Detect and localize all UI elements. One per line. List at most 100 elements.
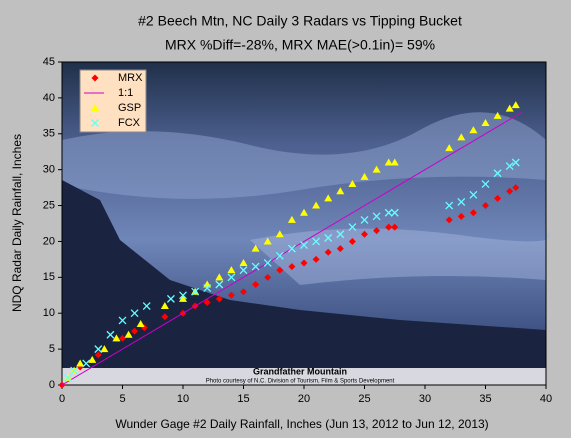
point [215,295,223,303]
point [373,227,381,235]
y-tick-label: 30 [43,164,55,176]
point [312,201,321,209]
point [493,169,502,178]
mist [250,228,551,285]
point [106,330,115,339]
point [239,258,248,266]
point [445,144,454,152]
point [481,180,490,188]
point [142,302,151,311]
point [136,319,145,327]
x-tick-label: 30 [419,393,431,405]
point [288,263,296,271]
x-tick-label: 0 [59,393,65,405]
point [390,158,399,166]
point [360,215,369,224]
point [482,202,489,210]
point [300,208,308,216]
point [385,223,393,231]
point [100,345,109,353]
point [203,284,212,293]
legend-swatch [91,104,99,111]
point [493,111,502,119]
legend-swatch [91,74,99,82]
y-tick-label: 25 [43,199,55,211]
legend-label: 1:1 [118,87,133,99]
point [179,294,187,302]
point [287,244,296,253]
point [511,101,520,109]
chart-title: #2 Beech Mtn, NC Daily 3 Radars vs Tippi… [138,13,462,29]
point [372,212,381,221]
point [445,216,453,224]
point [94,345,103,354]
point [252,281,260,289]
point [361,230,368,238]
x-tick-label: 15 [237,393,249,405]
x-tick-label: 5 [119,393,125,405]
point [300,259,308,267]
y-tick-label: 15 [43,271,55,283]
point [251,244,260,252]
point [494,194,502,202]
point [287,215,296,223]
point [481,119,490,127]
x-tick-label: 40 [540,393,552,405]
point [445,201,454,210]
point [312,237,321,246]
point [166,294,175,303]
point [324,194,333,202]
point [457,133,466,141]
point [348,223,357,232]
point [505,104,514,112]
point [469,126,478,134]
point [275,251,284,260]
point [511,158,520,167]
point [227,273,236,282]
x-tick-label: 25 [358,393,370,405]
point [324,248,332,256]
point [384,208,393,217]
x-axis-label: Wunder Gage #2 Daily Rainfall, Inches (J… [115,417,488,431]
y-tick-label: 40 [43,92,55,104]
point [88,355,97,363]
point [94,351,102,359]
point [263,259,272,267]
point [119,334,126,342]
point [82,359,91,368]
y-tick-label: 20 [43,235,55,247]
point [505,162,514,171]
caption-band [62,368,546,385]
point [64,373,73,382]
point [227,266,236,274]
point [506,187,514,195]
chart-subtitle: MRX %Diff=-28%, MRX MAE(>0.1in)= 59% [165,37,435,53]
legend-label: MRX [118,72,143,84]
point [391,223,399,231]
point [191,287,200,296]
point [372,165,381,173]
y-tick-label: 5 [49,343,55,355]
y-tick-label: 45 [43,56,55,68]
point [348,237,356,245]
point [179,291,187,300]
point [457,198,466,206]
x-tick-label: 35 [479,393,491,405]
point [324,233,333,242]
point [390,208,399,217]
point [251,262,260,271]
point [118,316,127,325]
legend-swatch [91,119,99,127]
point [131,327,139,335]
point [275,230,284,238]
y-axis-label: NDQ Radar Daily Rainfall, Inches [10,134,24,312]
point [124,330,133,338]
legend [79,69,147,133]
legend-label: FCX [118,117,141,129]
legend-label: GSP [118,102,141,114]
point [161,313,169,321]
point [336,245,344,253]
point [457,212,465,220]
photo-caption: Grandfather Mountain [253,366,347,376]
